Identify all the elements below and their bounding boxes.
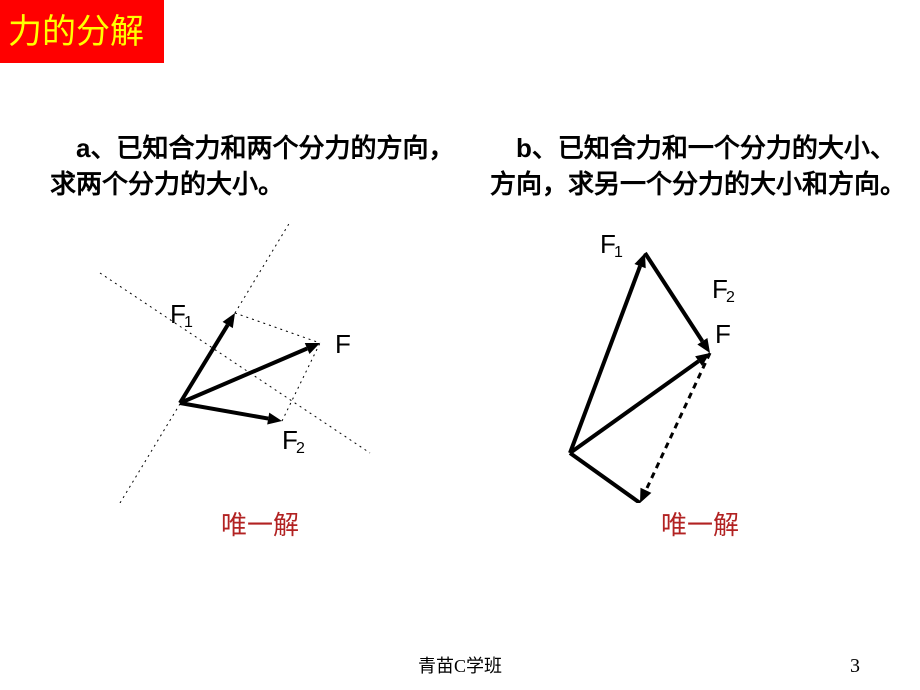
svg-text:2: 2 (296, 440, 305, 457)
right-column: b、已知合力和一个分力的大小、方向，求另一个分力的大小和方向。 F1F2F 唯一… (490, 130, 910, 542)
page-title: 力的分解 (8, 13, 144, 51)
svg-text:2: 2 (726, 289, 735, 306)
right-diagram: F1F2F (490, 223, 890, 503)
left-punct: 、 (90, 133, 116, 163)
right-description: b、已知合力和一个分力的大小、方向，求另一个分力的大小和方向。 (490, 130, 910, 203)
svg-text:1: 1 (614, 244, 623, 261)
title-banner: 力的分解 (0, 0, 164, 63)
right-solution: 唯一解 (490, 505, 910, 542)
left-solution: 唯一解 (50, 505, 470, 542)
left-column: a、已知合力和两个分力的方向，求两个分力的大小。 F1FF2 唯一解 (50, 130, 470, 542)
svg-text:F: F (335, 329, 351, 359)
svg-text:F: F (715, 319, 731, 349)
right-letter: b (516, 133, 532, 163)
footer-class: 青苗C学班 (418, 652, 502, 678)
page-number: 3 (850, 655, 860, 678)
left-letter: a (76, 133, 90, 163)
left-diagram: F1FF2 (50, 223, 450, 503)
svg-text:1: 1 (184, 314, 193, 331)
right-punct: 、 (532, 133, 558, 163)
left-description: a、已知合力和两个分力的方向，求两个分力的大小。 (50, 130, 470, 203)
